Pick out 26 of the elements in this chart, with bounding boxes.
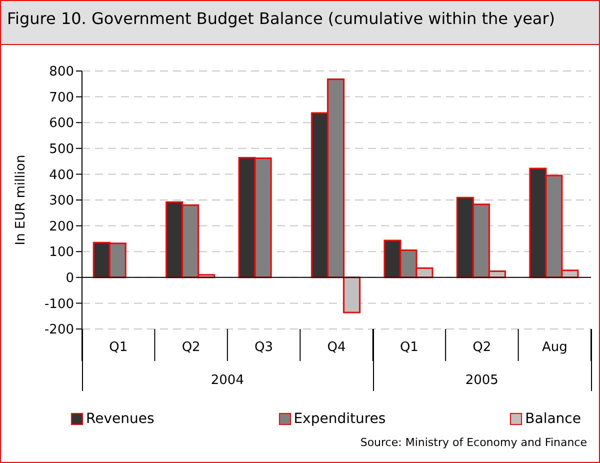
y-tick-label: 100 [49,245,74,260]
y-tick-label: 300 [49,194,74,209]
x-tick-label: Q4 [327,340,346,355]
x-tick-label: Q1 [109,340,128,355]
legend-label: Revenues [86,411,154,427]
text: 2005 [464,373,500,388]
y-tick-label: 200 [49,219,74,234]
legend-label: Balance [525,411,581,427]
x-tick-label: Q2 [472,340,492,355]
chart-title: Figure 10. Government Budget Balance (cumulative within the year) [1,1,599,45]
x-tick-label: Q1 [400,340,418,355]
y-tick-label: 500 [49,142,74,158]
y-tick-label: -100 [44,296,74,312]
y-tick-label: 800 [49,64,74,80]
legend-label: Expenditures [294,411,386,427]
x-tick-label: Aug [542,340,568,355]
y-tick-label: 400 [49,168,74,183]
text: 2004 [210,373,245,388]
y-tick-label: 0 [66,271,74,286]
y-tick-label: 600 [49,116,74,132]
x-tick-label: Q2 [182,340,200,355]
y-tick-label: 700 [49,90,74,106]
source-note: Source: Ministry of Economy and Finance [360,436,587,449]
x-tick-label: Q3 [254,340,274,355]
y-tick-label: -200 [44,322,74,338]
y-axis-title: In EUR million [14,154,29,246]
